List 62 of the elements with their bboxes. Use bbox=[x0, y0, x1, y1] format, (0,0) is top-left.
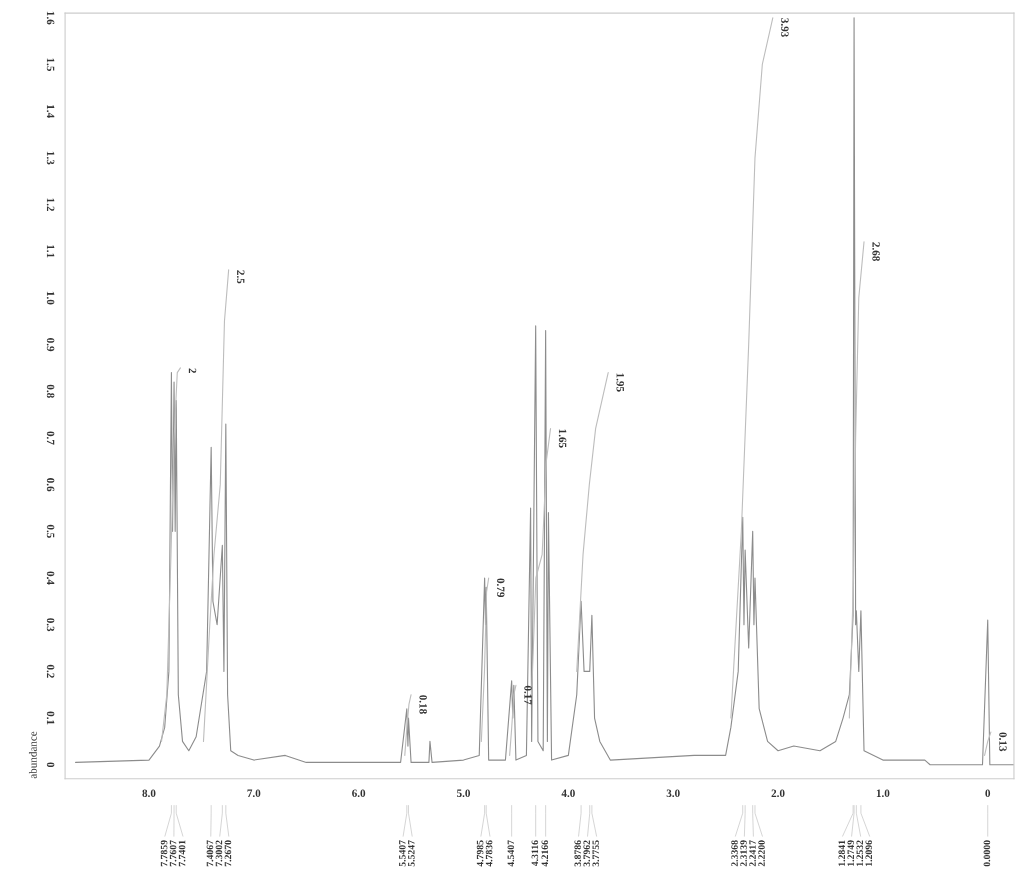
annotation: 2 bbox=[188, 368, 197, 373]
y-tick-label: 0.4 bbox=[46, 571, 55, 585]
y-tick-label: 0.7 bbox=[46, 431, 55, 445]
annotation: 5.5247 bbox=[408, 840, 415, 867]
x-tick-label: 4.0 bbox=[561, 789, 575, 798]
annotation: 1.2841 bbox=[838, 840, 846, 866]
y-axis-title: abundance bbox=[28, 731, 37, 779]
y-tick-label: 0.3 bbox=[46, 618, 55, 632]
y-tick-label: 0 bbox=[46, 762, 55, 768]
annotation: 3.7755 bbox=[592, 840, 600, 867]
annotation: 3.93 bbox=[781, 18, 789, 37]
annotation: 7.7401 bbox=[178, 840, 186, 867]
y-tick-label: 0.9 bbox=[46, 338, 55, 352]
y-tick-label: 1.1 bbox=[46, 245, 55, 258]
x-tick-label: 7.0 bbox=[247, 789, 261, 798]
annotation: 5.5407 bbox=[399, 840, 406, 867]
annotation: 0.0000 bbox=[983, 840, 991, 867]
annotation: 1.2532 bbox=[856, 840, 864, 866]
annotation: 7.4067 bbox=[206, 840, 214, 867]
annotation: 0.18 bbox=[419, 695, 427, 714]
annotation: 7.7859 bbox=[160, 840, 168, 867]
x-tick-label: 6.0 bbox=[352, 789, 366, 798]
y-tick-label: 1.3 bbox=[46, 151, 55, 165]
annotation: 0.79 bbox=[496, 578, 505, 598]
y-tick-label: 0.8 bbox=[46, 384, 55, 398]
annotation: 2.68 bbox=[872, 242, 880, 261]
x-tick-label: 1.0 bbox=[876, 789, 890, 798]
x-tick-label: 0 bbox=[985, 789, 991, 797]
annotation: 3.8786 bbox=[574, 840, 582, 867]
annotation: 1.65 bbox=[558, 429, 567, 448]
annotation: 2.5 bbox=[236, 270, 245, 284]
annotation: 7.7607 bbox=[169, 840, 177, 867]
annotation: 4.3116 bbox=[531, 840, 539, 867]
annotation: 4.2166 bbox=[541, 840, 549, 867]
annotation: 4.7836 bbox=[485, 840, 493, 867]
annotation: 1.2096 bbox=[865, 840, 873, 866]
annotation: 4.5407 bbox=[507, 840, 515, 867]
annotation: 2.3368 bbox=[731, 840, 738, 867]
x-tick-label: 3.0 bbox=[666, 789, 680, 798]
annotation: 4.7985 bbox=[476, 840, 484, 867]
y-tick-label: 0.6 bbox=[46, 478, 55, 492]
annotation: 0.17 bbox=[524, 685, 532, 705]
annotation: 2.3139 bbox=[740, 840, 747, 867]
y-tick-label: 1.4 bbox=[46, 105, 55, 118]
annotation: 2.2200 bbox=[758, 840, 765, 867]
annotation: 7.2670 bbox=[224, 840, 232, 867]
annotation: 7.3002 bbox=[215, 840, 223, 867]
y-tick-label: 0.5 bbox=[46, 524, 55, 538]
y-tick-label: 1.5 bbox=[46, 58, 55, 72]
x-tick-label: 8.0 bbox=[142, 789, 156, 798]
y-tick-label: 1.2 bbox=[46, 198, 55, 211]
annotation: 1.95 bbox=[616, 373, 624, 392]
annotation: 3.7962 bbox=[583, 840, 591, 867]
y-tick-label: 0.1 bbox=[46, 711, 55, 725]
annotation: 0.13 bbox=[999, 732, 1007, 752]
y-tick-label: 1.0 bbox=[46, 291, 55, 305]
x-tick-label: 5.0 bbox=[457, 789, 471, 798]
y-tick-label: 1.6 bbox=[46, 11, 55, 25]
y-tick-label: 0.2 bbox=[46, 664, 55, 678]
annotation: 1.2749 bbox=[847, 840, 855, 866]
x-tick-label: 2.0 bbox=[771, 789, 785, 798]
annotation: 2.2417 bbox=[749, 840, 756, 867]
